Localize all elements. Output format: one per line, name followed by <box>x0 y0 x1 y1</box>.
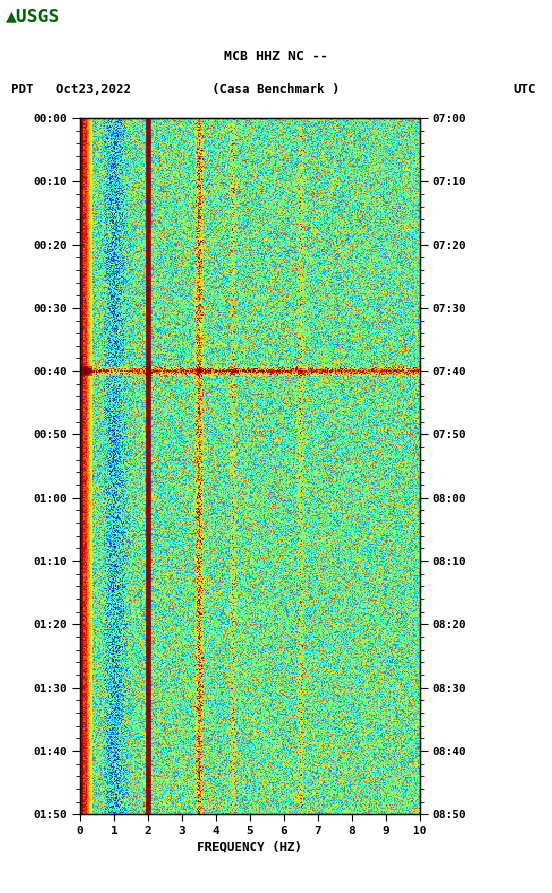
Text: UTC: UTC <box>513 84 535 96</box>
X-axis label: FREQUENCY (HZ): FREQUENCY (HZ) <box>197 840 302 854</box>
Text: PDT   Oct23,2022: PDT Oct23,2022 <box>11 84 131 96</box>
Text: ▲USGS: ▲USGS <box>6 8 60 26</box>
Text: (Casa Benchmark ): (Casa Benchmark ) <box>213 84 339 96</box>
Text: MCB HHZ NC --: MCB HHZ NC -- <box>224 50 328 63</box>
